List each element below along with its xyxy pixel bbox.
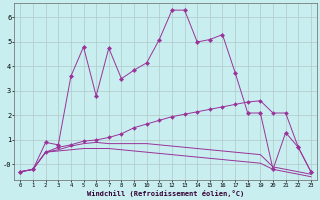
X-axis label: Windchill (Refroidissement éolien,°C): Windchill (Refroidissement éolien,°C)	[87, 190, 244, 197]
